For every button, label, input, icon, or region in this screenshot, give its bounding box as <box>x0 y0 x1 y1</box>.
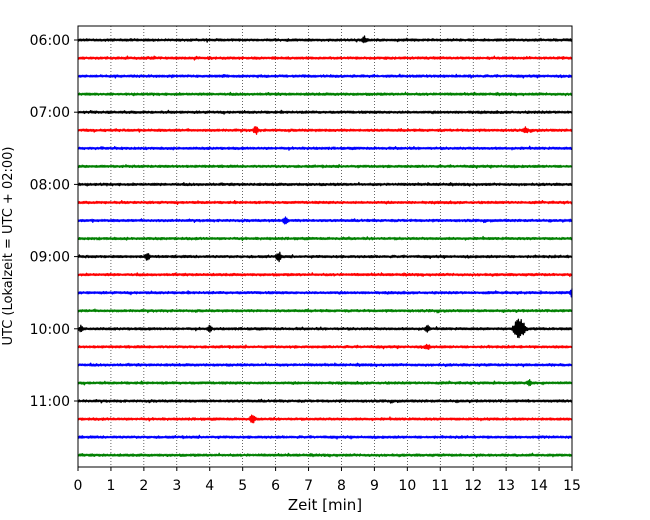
trace-0830 <box>77 216 573 225</box>
y-axis: 06:00 07:00 08:00 09:00 10:00 11:00 <box>30 33 78 410</box>
x-tick-label: 9 <box>370 478 379 494</box>
x-tick-label: 10 <box>398 478 416 494</box>
trace-1130 <box>77 434 573 440</box>
x-tick-label: 14 <box>530 478 548 494</box>
trace-0615 <box>77 55 573 61</box>
trace-0700 <box>77 109 573 115</box>
trace-1145 <box>77 452 573 458</box>
trace-0930 <box>77 288 573 298</box>
y-tick-label: 06:00 <box>30 33 70 49</box>
trace-0800 <box>77 181 573 187</box>
trace-0900 <box>77 251 573 263</box>
x-tick-label: 12 <box>464 478 482 494</box>
x-tick-label: 0 <box>74 478 83 494</box>
trace-0945 <box>77 308 573 314</box>
y-tick-label: 11:00 <box>30 394 70 410</box>
x-tick-label: 6 <box>271 478 280 494</box>
x-tick-label: 13 <box>497 478 515 494</box>
x-axis-label: Zeit [min] <box>288 496 362 514</box>
trace-1030 <box>77 362 573 368</box>
trace-1000 <box>77 318 573 339</box>
x-tick-label: 2 <box>139 478 148 494</box>
y-tick-label: 10:00 <box>30 322 70 338</box>
trace-1115 <box>77 414 573 424</box>
trace-1045 <box>77 379 573 387</box>
trace-0645 <box>77 91 573 97</box>
y-tick-label: 08:00 <box>30 177 70 193</box>
trace-1100 <box>77 398 573 404</box>
trace-0730 <box>77 145 573 151</box>
trace-0845 <box>77 235 573 242</box>
x-tick-label: 1 <box>106 478 115 494</box>
trace-0915 <box>77 272 573 278</box>
y-tick-label: 09:00 <box>30 250 70 266</box>
trace-0600 <box>77 35 573 44</box>
y-tick-label: 07:00 <box>30 105 70 121</box>
x-tick-label: 7 <box>304 478 313 494</box>
trace-0630 <box>77 73 573 79</box>
x-tick-label: 3 <box>172 478 181 494</box>
y-axis-label: UTC (Lokalzeit = UTC + 02:00) <box>1 147 16 346</box>
x-tick-label: 11 <box>431 478 449 494</box>
x-tick-label: 5 <box>238 478 247 494</box>
x-tick-label: 15 <box>563 478 581 494</box>
trace-0745 <box>77 163 573 169</box>
trace-1015 <box>77 343 573 350</box>
x-axis: 0 1 2 3 4 5 6 7 8 9 10 11 12 13 14 15 <box>74 467 581 494</box>
traces <box>77 35 573 458</box>
x-tick-label: 4 <box>205 478 214 494</box>
x-tick-label: 8 <box>337 478 346 494</box>
plot-frame <box>77 25 573 468</box>
trace-0815 <box>77 199 573 206</box>
trace-0715 <box>77 126 573 135</box>
